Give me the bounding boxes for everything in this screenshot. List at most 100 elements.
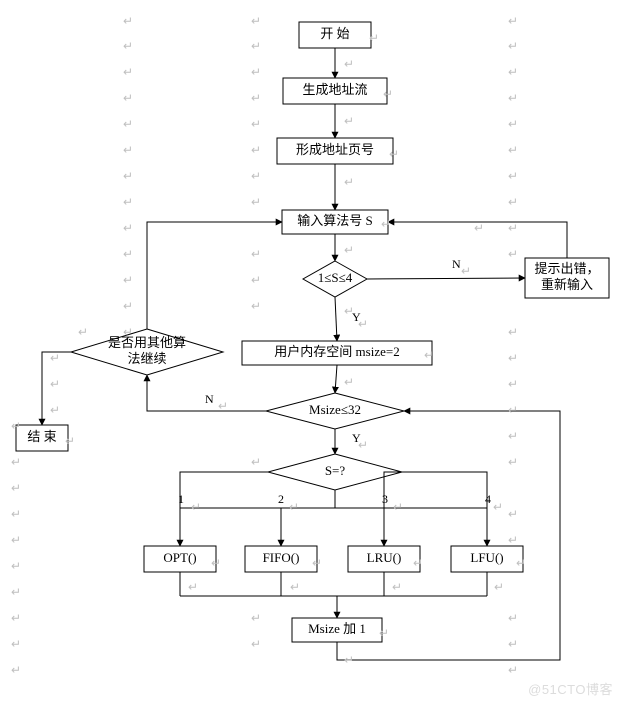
edge bbox=[367, 278, 525, 279]
svg-text:开 始: 开 始 bbox=[320, 26, 349, 41]
paragraph-mark: ↵ bbox=[494, 581, 504, 593]
paragraph-mark: ↵ bbox=[508, 40, 518, 52]
paragraph-mark: ↵ bbox=[123, 222, 133, 234]
svg-text:形成地址页号: 形成地址页号 bbox=[296, 142, 374, 157]
paragraph-mark: ↵ bbox=[251, 196, 261, 208]
paragraph-mark: ↵ bbox=[50, 352, 60, 364]
paragraph-mark: ↵ bbox=[123, 144, 133, 156]
node-end: 结 束 bbox=[16, 425, 68, 451]
paragraph-mark: ↵ bbox=[251, 118, 261, 130]
edge-label: 1 bbox=[178, 492, 184, 506]
paragraph-mark: ↵ bbox=[508, 404, 518, 416]
paragraph-mark: ↵ bbox=[11, 560, 21, 572]
edge-label: 4 bbox=[485, 492, 491, 506]
paragraph-mark: ↵ bbox=[508, 326, 518, 338]
node-cond_msize: Msize≤32 bbox=[266, 393, 404, 429]
paragraph-mark: ↵ bbox=[123, 118, 133, 130]
paragraph-mark: ↵ bbox=[508, 170, 518, 182]
edge-label: 3 bbox=[382, 492, 388, 506]
paragraph-mark: ↵ bbox=[251, 274, 261, 286]
node-fifo: FIFO() bbox=[245, 546, 317, 572]
svg-text:LRU(): LRU() bbox=[367, 550, 402, 565]
svg-text:Msize≤32: Msize≤32 bbox=[309, 402, 361, 417]
paragraph-mark: ↵ bbox=[11, 420, 21, 432]
paragraph-mark: ↵ bbox=[312, 557, 322, 569]
paragraph-mark: ↵ bbox=[424, 349, 434, 361]
paragraph-mark: ↵ bbox=[11, 638, 21, 650]
paragraph-mark: ↵ bbox=[508, 196, 518, 208]
paragraph-mark: ↵ bbox=[383, 88, 393, 100]
paragraph-mark: ↵ bbox=[461, 265, 471, 277]
paragraph-mark: ↵ bbox=[344, 58, 354, 70]
paragraph-mark: ↵ bbox=[508, 508, 518, 520]
paragraph-mark: ↵ bbox=[344, 244, 354, 256]
paragraph-mark: ↵ bbox=[251, 300, 261, 312]
paragraph-mark: ↵ bbox=[508, 248, 518, 260]
paragraph-mark: ↵ bbox=[508, 92, 518, 104]
paragraph-mark: ↵ bbox=[344, 654, 354, 666]
paragraph-mark: ↵ bbox=[123, 170, 133, 182]
paragraph-mark: ↵ bbox=[393, 501, 403, 513]
svg-text:FIFO(): FIFO() bbox=[263, 550, 300, 565]
paragraph-mark: ↵ bbox=[251, 15, 261, 27]
paragraph-mark: ↵ bbox=[11, 586, 21, 598]
paragraph-mark: ↵ bbox=[123, 300, 133, 312]
node-cont_other: 是否用其他算法继续 bbox=[71, 329, 223, 375]
paragraph-mark: ↵ bbox=[191, 501, 201, 513]
paragraph-mark: ↵ bbox=[218, 400, 228, 412]
paragraph-mark: ↵ bbox=[123, 15, 133, 27]
edge-label: 2 bbox=[278, 492, 284, 506]
paragraph-mark: ↵ bbox=[251, 612, 261, 624]
svg-text:输入算法号 S: 输入算法号 S bbox=[297, 213, 372, 228]
paragraph-mark: ↵ bbox=[123, 248, 133, 260]
paragraph-mark: ↵ bbox=[11, 508, 21, 520]
paragraph-mark: ↵ bbox=[123, 40, 133, 52]
paragraph-mark: ↵ bbox=[508, 430, 518, 442]
paragraph-mark: ↵ bbox=[358, 318, 368, 330]
paragraph-mark: ↵ bbox=[251, 92, 261, 104]
paragraph-mark: ↵ bbox=[50, 378, 60, 390]
svg-text:用户内存空间 msize=2: 用户内存空间 msize=2 bbox=[274, 344, 399, 359]
paragraph-mark: ↵ bbox=[289, 501, 299, 513]
svg-text:重新输入: 重新输入 bbox=[541, 277, 593, 292]
paragraph-mark: ↵ bbox=[344, 305, 354, 317]
paragraph-mark: ↵ bbox=[508, 664, 518, 676]
paragraph-mark: ↵ bbox=[65, 435, 75, 447]
watermark-text: @51CTO博客 bbox=[528, 679, 613, 698]
paragraph-mark: ↵ bbox=[381, 218, 391, 230]
paragraph-mark: ↵ bbox=[516, 557, 526, 569]
svg-text:1≤S≤4: 1≤S≤4 bbox=[318, 270, 353, 285]
paragraph-mark: ↵ bbox=[392, 581, 402, 593]
paragraph-mark: ↵ bbox=[11, 534, 21, 546]
paragraph-mark: ↵ bbox=[508, 352, 518, 364]
paragraph-mark: ↵ bbox=[508, 612, 518, 624]
paragraph-mark: ↵ bbox=[123, 274, 133, 286]
paragraph-mark: ↵ bbox=[11, 612, 21, 624]
paragraph-mark: ↵ bbox=[123, 326, 133, 338]
node-lru: LRU() bbox=[348, 546, 420, 572]
node-form_page: 形成地址页号 bbox=[277, 138, 393, 164]
paragraph-mark: ↵ bbox=[251, 40, 261, 52]
node-start: 开 始 bbox=[299, 22, 371, 48]
node-input_alg: 输入算法号 S bbox=[282, 210, 388, 234]
node-gen_addr: 生成地址流 bbox=[283, 78, 387, 104]
paragraph-mark: ↵ bbox=[344, 115, 354, 127]
svg-text:提示出错，: 提示出错， bbox=[534, 261, 599, 276]
edge bbox=[335, 297, 337, 341]
node-lfu: LFU() bbox=[451, 546, 523, 572]
svg-text:是否用其他算: 是否用其他算 bbox=[108, 335, 186, 350]
paragraph-mark: ↵ bbox=[251, 248, 261, 260]
paragraph-mark: ↵ bbox=[508, 118, 518, 130]
node-msize_inc: Msize 加 1 bbox=[292, 618, 382, 642]
node-msize_init: 用户内存空间 msize=2 bbox=[242, 341, 432, 365]
paragraph-mark: ↵ bbox=[251, 144, 261, 156]
paragraph-mark: ↵ bbox=[251, 66, 261, 78]
flowchart-canvas: 开 始生成地址流形成地址页号输入算法号 S 1≤S≤4 提示出错，重新输入用户内存空… bbox=[0, 0, 619, 702]
node-cond_range: 1≤S≤4 bbox=[303, 261, 367, 297]
paragraph-mark: ↵ bbox=[379, 627, 389, 639]
svg-text:S=?: S=? bbox=[325, 463, 346, 478]
paragraph-mark: ↵ bbox=[251, 638, 261, 650]
svg-text:法继续: 法继续 bbox=[127, 351, 166, 366]
paragraph-mark: ↵ bbox=[389, 148, 399, 160]
svg-text:生成地址流: 生成地址流 bbox=[302, 82, 367, 97]
